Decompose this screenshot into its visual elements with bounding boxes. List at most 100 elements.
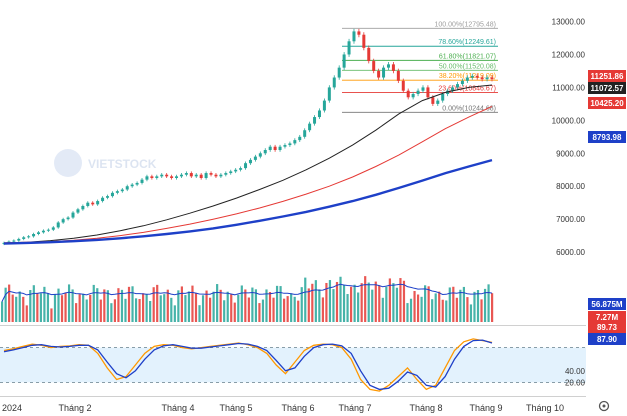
volume-bar xyxy=(64,292,67,322)
candle-body xyxy=(313,117,317,124)
candle-body xyxy=(268,146,272,150)
candle-body xyxy=(465,77,469,81)
candle-body xyxy=(199,174,203,178)
candle-body xyxy=(322,100,326,111)
volume-bar xyxy=(349,286,353,322)
volume-bar xyxy=(152,287,155,322)
volume-bar xyxy=(22,296,25,322)
value-badge-label: 89.73 xyxy=(597,323,618,332)
fibonacci-level-label: 78.60%(12249.61) xyxy=(438,39,496,46)
candle-body xyxy=(214,174,218,177)
candle-body xyxy=(283,145,287,147)
value-badge-label: 11251.86 xyxy=(591,72,624,81)
watermark-icon xyxy=(54,149,82,177)
candle-body xyxy=(278,146,282,150)
y-tick-label: 9000.00 xyxy=(556,149,585,158)
candle-body xyxy=(229,171,233,174)
volume-bar xyxy=(491,293,494,322)
y-tick-label: 6000.00 xyxy=(556,248,585,257)
volume-bar xyxy=(71,289,74,322)
volume-bar xyxy=(198,305,201,322)
volume-bar xyxy=(233,302,236,322)
candle-body xyxy=(372,61,376,71)
candle-body xyxy=(406,90,410,98)
candle-body xyxy=(170,176,174,178)
volume-bar xyxy=(462,286,465,322)
x-tick-label: Tháng 6 xyxy=(281,403,314,413)
volume-bar xyxy=(476,290,480,322)
candle-body xyxy=(317,110,321,118)
candle-body xyxy=(91,202,95,205)
candle-body xyxy=(160,174,164,177)
volume-bar xyxy=(103,289,106,322)
candle-body xyxy=(411,94,415,98)
volume-bar xyxy=(402,280,406,322)
stochastic-y-tick-label: 20.00 xyxy=(565,378,586,387)
volume-bar xyxy=(254,289,258,322)
candle-body xyxy=(293,140,297,144)
volume-bar xyxy=(304,277,307,322)
volume-bar xyxy=(399,278,402,322)
volume-bar xyxy=(110,303,113,322)
volume-bar xyxy=(283,298,286,322)
volume-bar xyxy=(1,301,4,322)
volume-bar xyxy=(201,295,205,322)
candle-body xyxy=(61,219,65,223)
candle-body xyxy=(386,64,390,68)
volume-bar xyxy=(311,283,314,322)
volume-bar xyxy=(420,296,423,322)
volume-bar xyxy=(82,293,85,322)
candle-body xyxy=(367,47,371,62)
volume-bar xyxy=(381,297,384,322)
candle-body xyxy=(56,222,60,228)
candle-body xyxy=(135,182,139,185)
candle-body xyxy=(120,189,124,192)
volume-bar xyxy=(15,296,18,322)
candle-body xyxy=(46,229,50,231)
volume-bar xyxy=(4,287,7,322)
candle-body xyxy=(332,77,336,88)
fibonacci-level-label: 61.80%(11821.07) xyxy=(439,53,496,60)
candle-body xyxy=(150,176,154,178)
volume-bar xyxy=(25,305,28,322)
stochastic-y-tick-label: 40.00 xyxy=(565,367,586,376)
volume-bar xyxy=(441,299,444,322)
x-axis: 2024 Tháng 2 Tháng 4 Tháng 5 Tháng 6 Tháng 7… xyxy=(2,403,564,413)
candle-body xyxy=(234,169,238,172)
volume-bar xyxy=(166,289,169,322)
moving-average-line xyxy=(3,84,493,244)
volume-bar xyxy=(170,297,173,322)
volume-bar xyxy=(240,285,243,322)
y-tick-label: 12000.00 xyxy=(552,50,586,59)
candle-body xyxy=(140,179,144,183)
candle-body xyxy=(258,153,262,157)
candle-body xyxy=(298,136,302,141)
volume-bar xyxy=(307,288,310,322)
volume-bar xyxy=(127,286,131,322)
candle-body xyxy=(130,184,134,187)
x-tick-label: Tháng 10 xyxy=(526,403,564,413)
volume-bar xyxy=(173,305,176,322)
volume-bar xyxy=(11,294,14,322)
value-badge-label: 10425.20 xyxy=(590,99,624,108)
volume-bar xyxy=(67,284,71,322)
candle-body xyxy=(248,159,252,164)
settings-gear-icon[interactable] xyxy=(598,400,610,412)
y-tick-label: 10000.00 xyxy=(552,116,586,125)
volume-bar xyxy=(187,291,191,322)
candle-body xyxy=(219,174,223,177)
volume-bar xyxy=(360,283,363,322)
moving-average-line xyxy=(3,105,493,244)
volume-bar xyxy=(431,299,434,322)
y-tick-label: 11000.00 xyxy=(552,83,585,92)
candle-body xyxy=(391,64,395,71)
volume-bar xyxy=(57,288,60,322)
volume-bar xyxy=(286,296,289,322)
volume-bar xyxy=(32,285,35,322)
y-tick-label: 13000.00 xyxy=(552,18,586,27)
candle-body xyxy=(175,176,179,178)
fibonacci-level-label: 23.60%(10846.67) xyxy=(438,85,496,92)
volume-bar xyxy=(92,284,95,322)
volume-bar xyxy=(230,294,233,322)
